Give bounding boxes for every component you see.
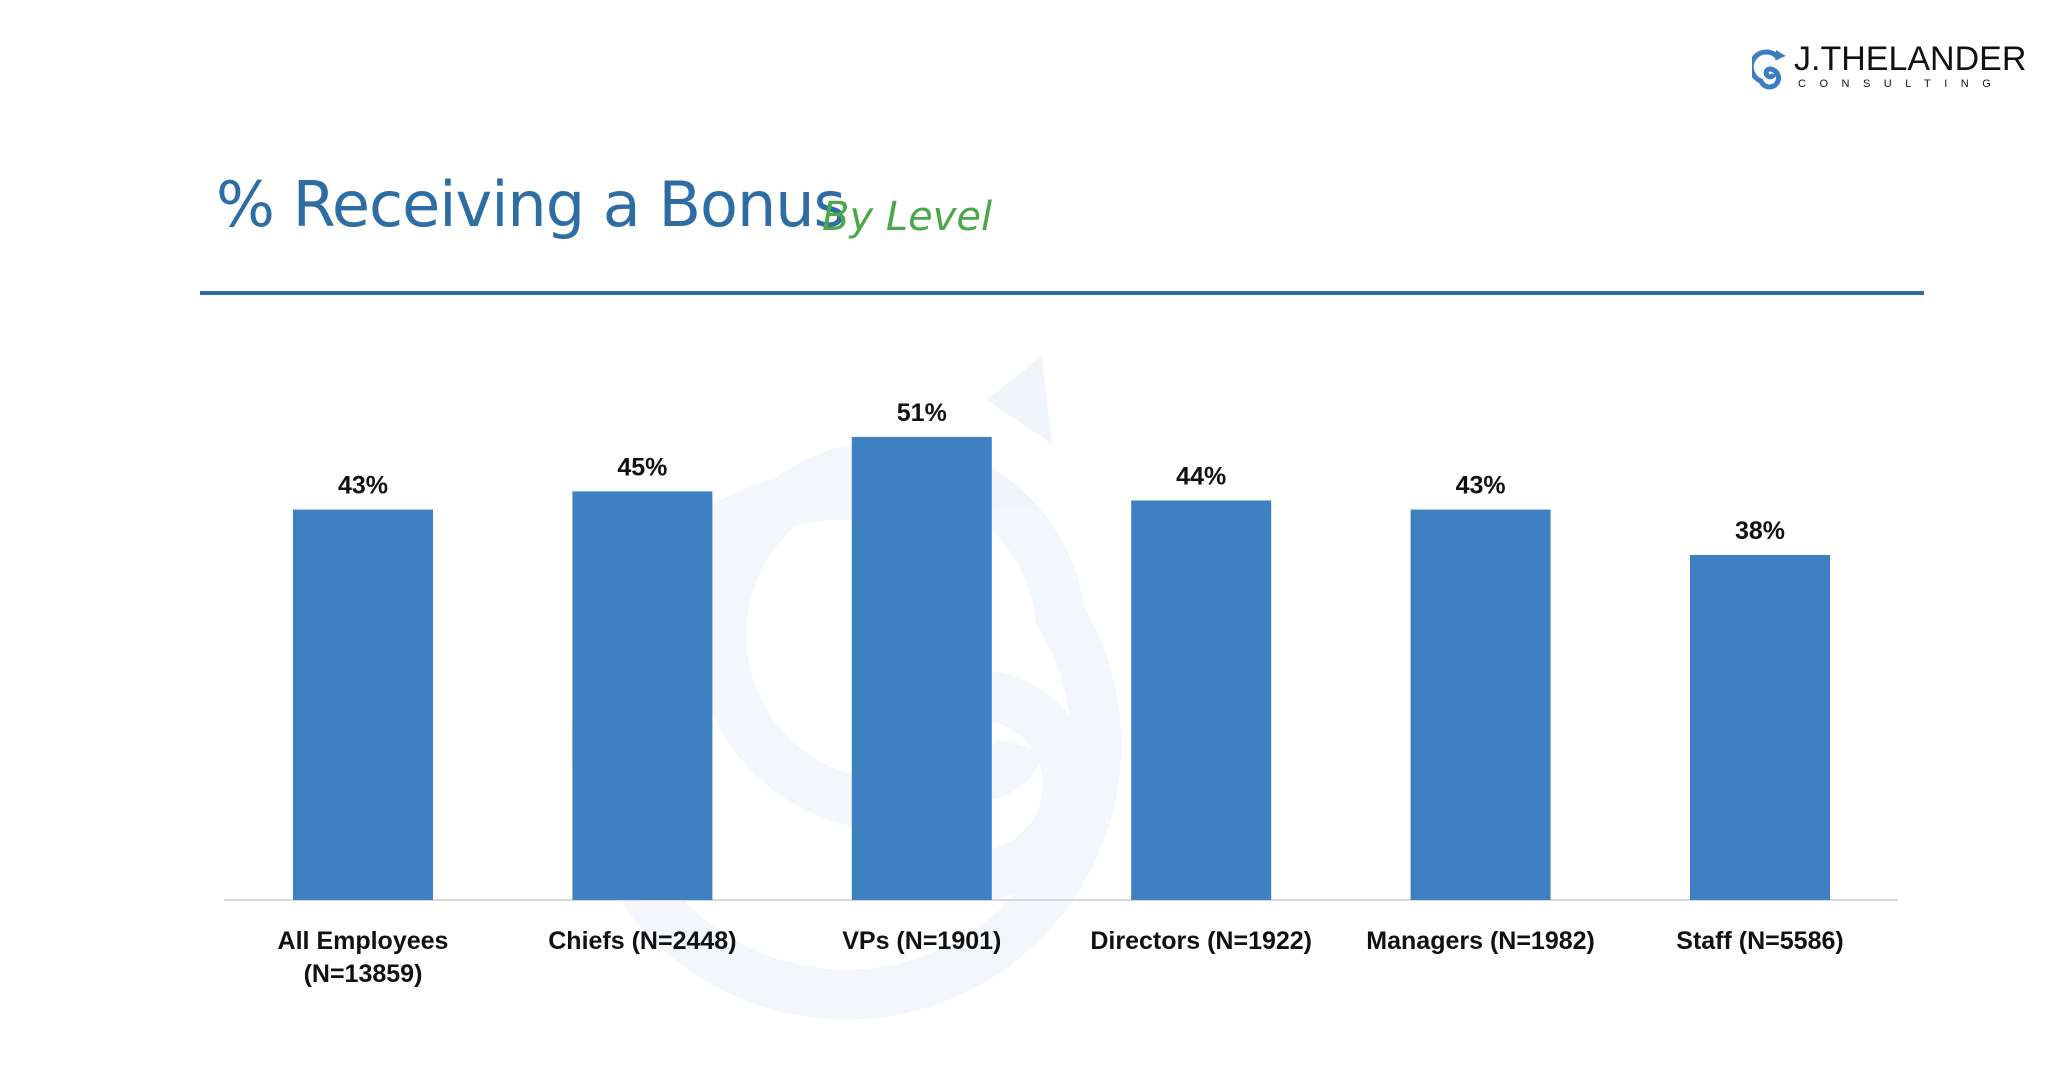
- x-tick-label: VPs (N=1901): [842, 927, 1001, 955]
- bar: [1410, 509, 1551, 900]
- bar: [1131, 500, 1272, 900]
- data-label: 45%: [617, 453, 667, 481]
- logo-name: J.THELANDER: [1794, 40, 2027, 78]
- data-label: 44%: [1176, 462, 1226, 490]
- x-tick-label: Staff (N=5586): [1676, 927, 1843, 955]
- data-label: 38%: [1735, 517, 1785, 545]
- x-tick-label: Directors (N=1922): [1090, 927, 1312, 955]
- logo: J.THELANDER CONSULTING: [1752, 40, 2032, 96]
- x-tick-label: Chiefs (N=2448): [548, 927, 736, 955]
- logo-tagline: CONSULTING: [1798, 78, 2005, 90]
- bar: [293, 509, 433, 900]
- spiral-logo-icon: [1752, 49, 1786, 90]
- page-title: % Receiving a Bonus: [216, 168, 846, 241]
- data-label: 43%: [338, 472, 388, 500]
- bar: [1690, 554, 1830, 900]
- x-tick-label: (N=13859): [304, 960, 423, 988]
- page-subtitle: By Level: [822, 194, 993, 240]
- data-label: 43%: [1456, 472, 1506, 500]
- x-tick-label: All Employees: [278, 927, 449, 955]
- bar: [572, 491, 713, 900]
- data-label: 51%: [897, 399, 947, 427]
- title-divider: [200, 291, 1924, 295]
- x-tick-label: Managers (N=1982): [1366, 927, 1595, 955]
- bar: [851, 436, 992, 900]
